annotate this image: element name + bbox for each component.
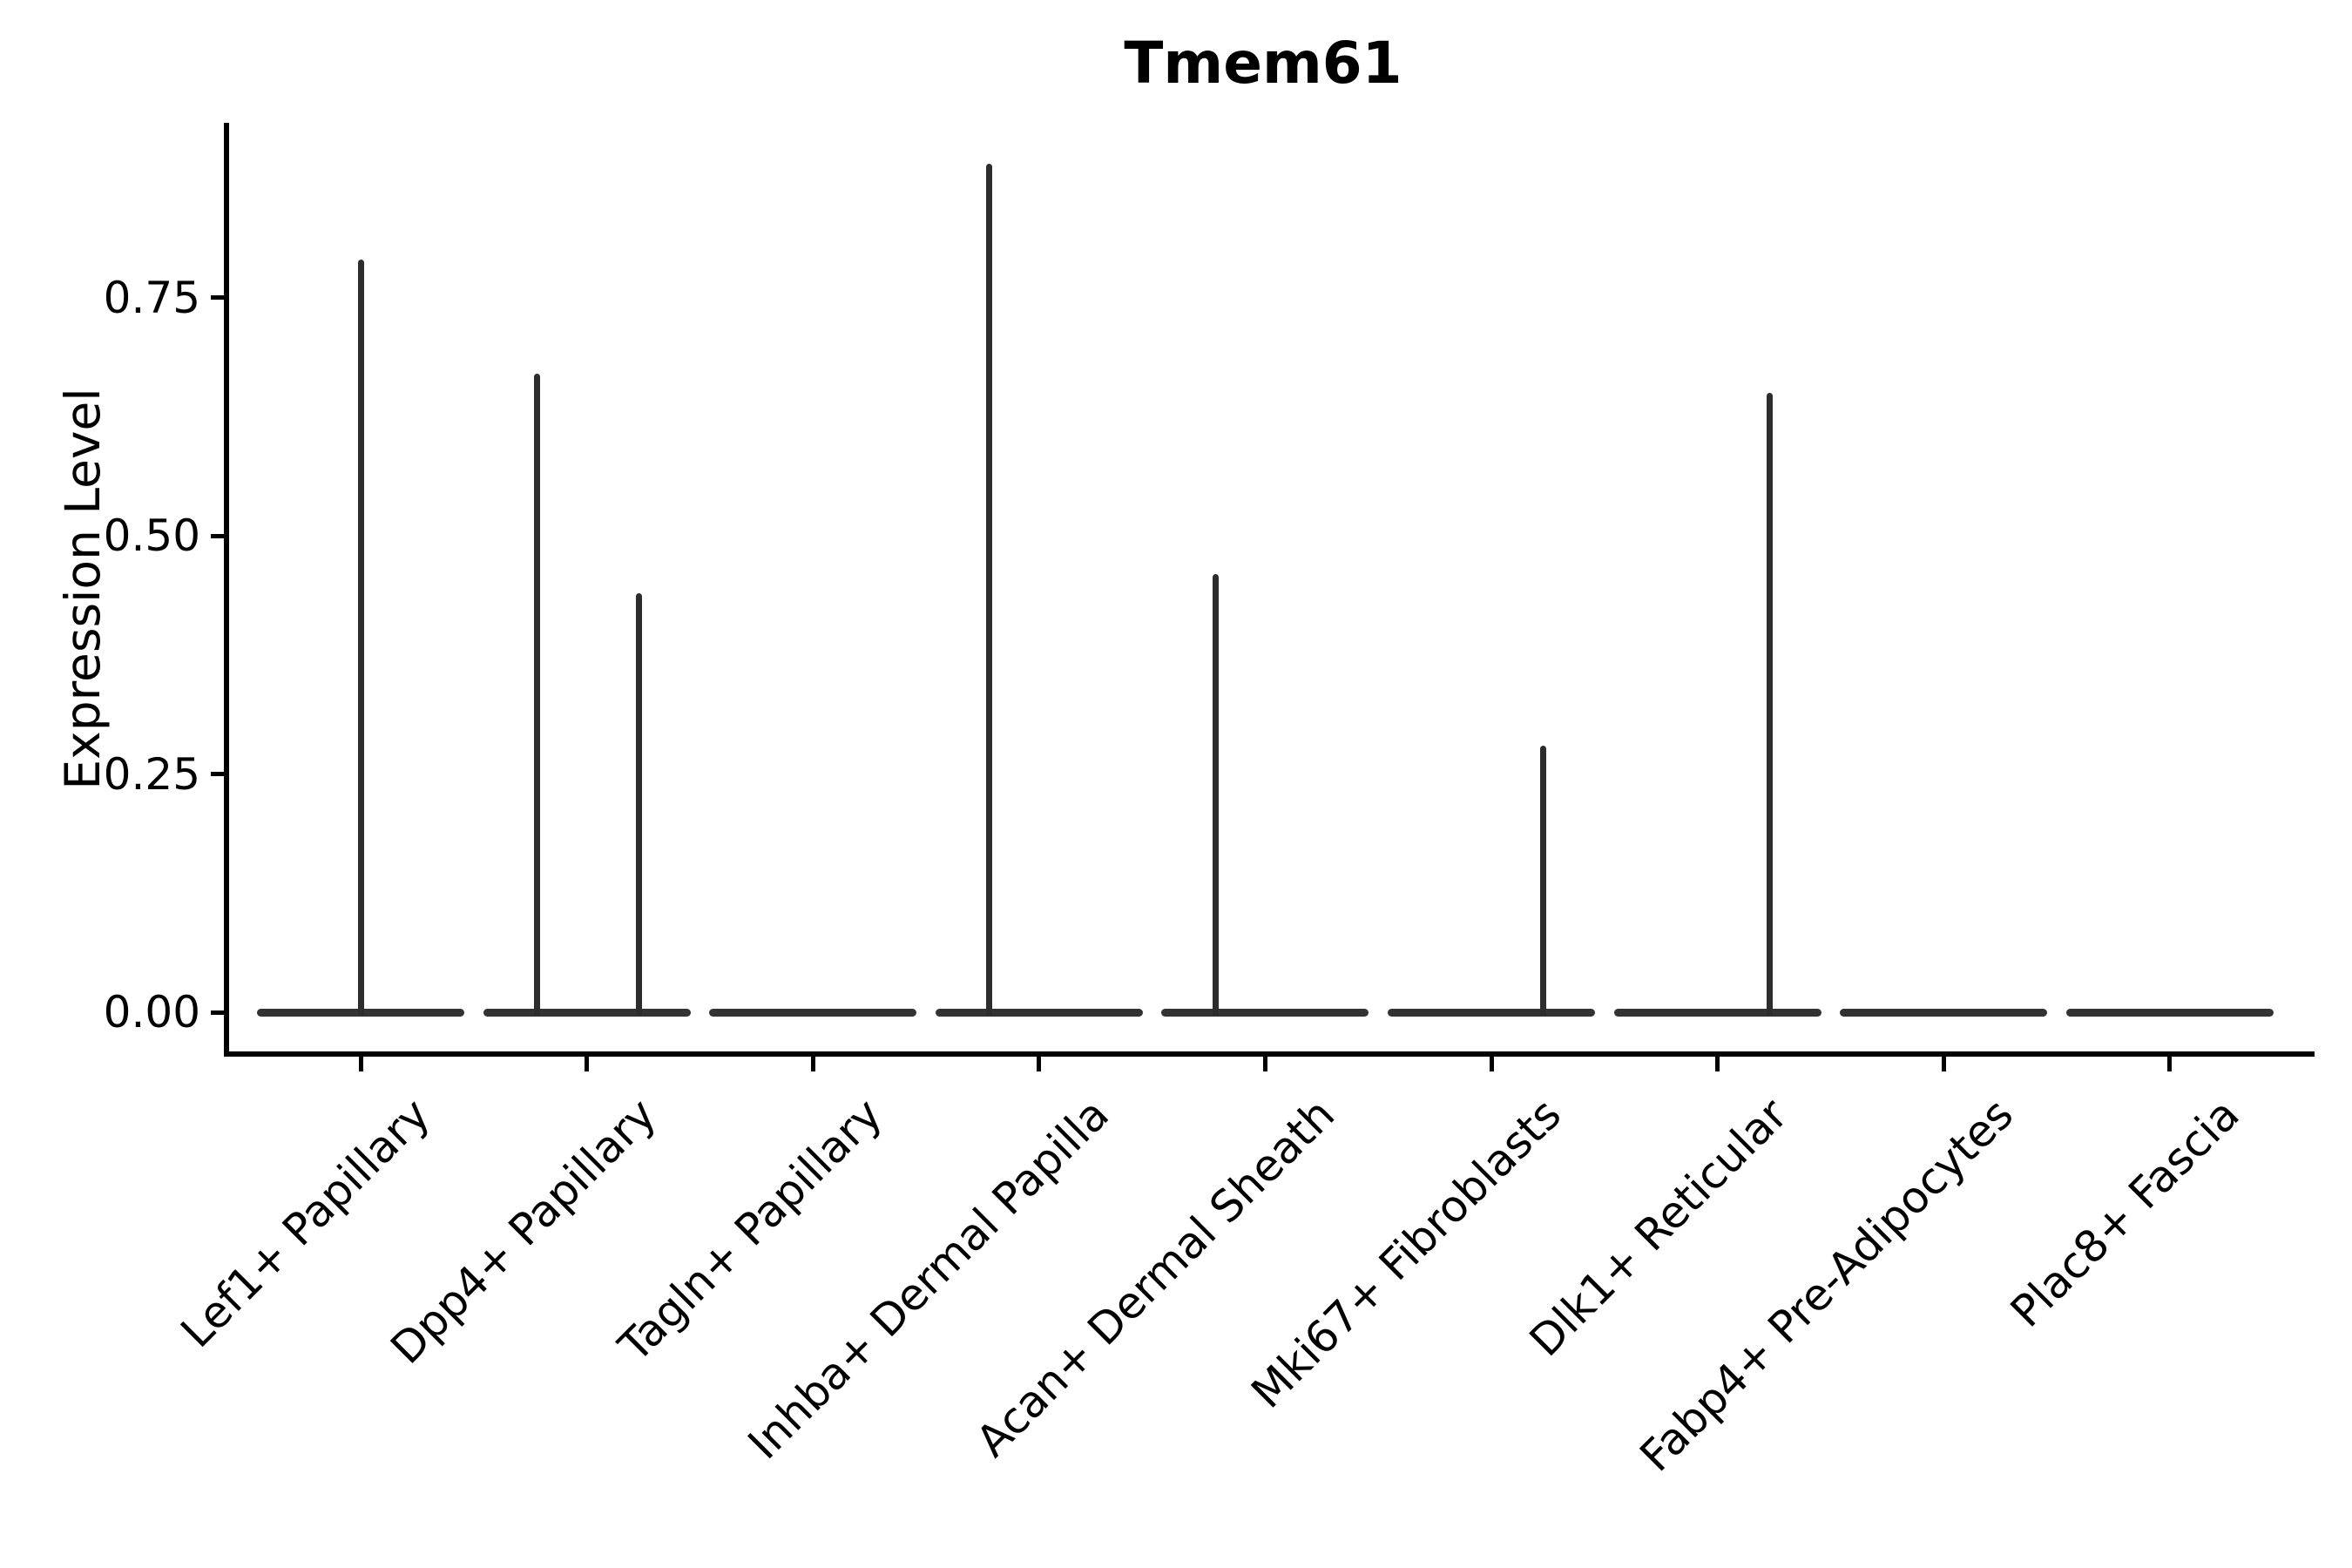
x-tick-2 — [810, 1056, 815, 1071]
x-tick-7 — [1941, 1056, 1946, 1071]
y-tick-label-3: 0.75 — [103, 272, 200, 323]
y-axis-label: Expression Level — [55, 388, 111, 790]
violin-spike-3-0 — [986, 164, 993, 1016]
y-tick-2 — [211, 533, 225, 538]
violin-spike-6-0 — [1766, 392, 1773, 1016]
x-tick-label-8: Plac8+ Fascia — [2001, 1089, 2249, 1337]
x-tick-6 — [1715, 1056, 1720, 1071]
x-tick-3 — [1037, 1056, 1042, 1071]
x-tick-8 — [2167, 1056, 2173, 1071]
x-axis-line — [224, 1051, 2315, 1057]
x-tick-4 — [1262, 1056, 1267, 1071]
x-tick-label-0: Lef1+ Papillary — [171, 1089, 441, 1358]
violin-spike-1-1 — [635, 592, 642, 1016]
violin-spike-0-0 — [357, 259, 364, 1016]
violin-base-8 — [2065, 1008, 2274, 1017]
violin-spike-1-0 — [533, 374, 540, 1016]
y-tick-label-0: 0.00 — [103, 987, 200, 1037]
x-tick-0 — [358, 1056, 363, 1071]
violin-base-7 — [1840, 1008, 2048, 1017]
violin-spike-4-0 — [1212, 573, 1219, 1016]
x-tick-label-3: Inhba+ Dermal Papilla — [738, 1089, 1119, 1470]
x-tick-label-7: Fabp4+ Pre-Adipocytes — [1630, 1089, 2024, 1482]
y-tick-0 — [211, 1010, 225, 1015]
x-tick-5 — [1489, 1056, 1494, 1071]
violin-base-4 — [1161, 1008, 1369, 1017]
y-axis-line — [224, 123, 229, 1057]
violin-spike-5-0 — [1540, 745, 1547, 1016]
violin-base-2 — [709, 1008, 917, 1017]
y-tick-label-2: 0.50 — [103, 510, 200, 561]
y-tick-1 — [211, 772, 225, 776]
x-tick-label-4: Acan+ Dermal Sheath — [966, 1089, 1345, 1467]
x-tick-1 — [585, 1056, 590, 1071]
violin-base-3 — [935, 1008, 1143, 1017]
y-tick-label-1: 0.25 — [103, 748, 200, 800]
violin-base-5 — [1388, 1008, 1595, 1017]
chart-title: Tmem61 — [1124, 30, 1402, 97]
violin-base-1 — [483, 1008, 691, 1017]
violin-base-6 — [1613, 1008, 1821, 1017]
y-tick-3 — [211, 295, 225, 300]
